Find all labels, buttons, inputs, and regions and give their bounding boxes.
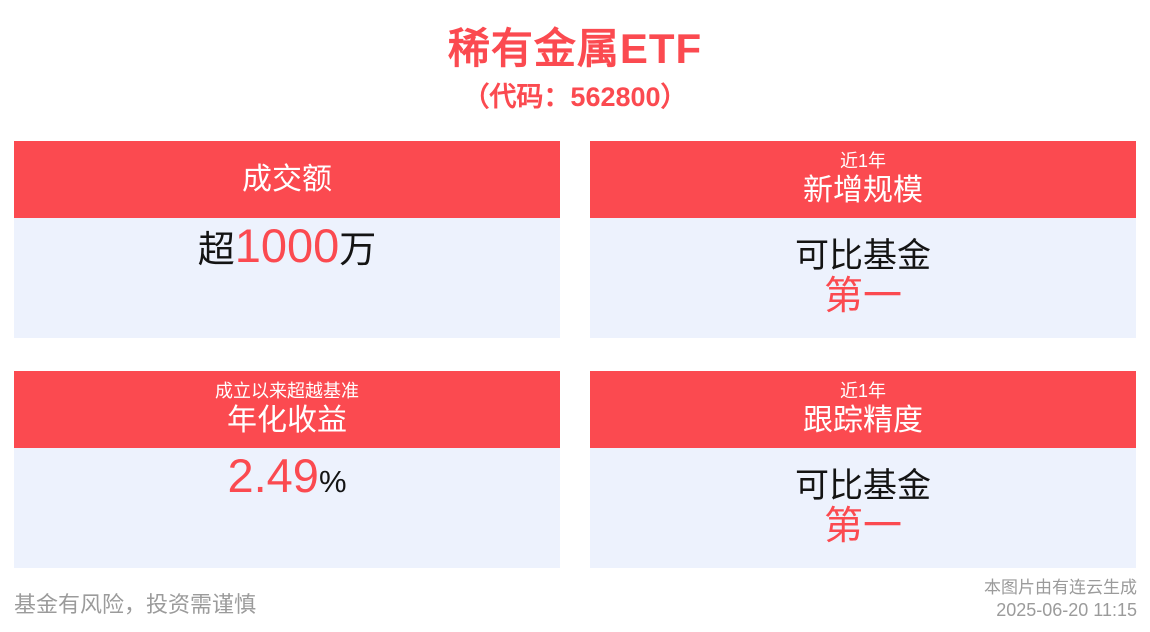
card-new-scale: 近1年 新增规模 可比基金 第一 bbox=[590, 141, 1136, 338]
card-turnover-title: 成交额 bbox=[242, 162, 332, 196]
page-title: 稀有金属ETF bbox=[447, 25, 703, 72]
new-scale-title: 新增规模 bbox=[803, 174, 923, 207]
generated-timestamp: 2025-06-20 11:15 bbox=[996, 599, 1137, 620]
card-turnover-header: 成交额 bbox=[14, 141, 560, 218]
card-annualized-return: 成立以来超越基准 年化收益 2.49 % bbox=[14, 371, 560, 568]
card-new-scale-body: 可比基金 第一 bbox=[590, 218, 1136, 338]
card-annualized-return-header: 成立以来超越基准 年化收益 bbox=[14, 371, 560, 448]
generator-credit: 本图片由有连云生成 2025-06-20 11:15 bbox=[984, 577, 1137, 622]
turnover-prefix: 超 bbox=[197, 229, 235, 270]
card-turnover-body: 超 1000 万 bbox=[14, 218, 560, 338]
new-scale-rank: 第一 bbox=[823, 275, 902, 319]
tracking-accuracy-label: 可比基金 bbox=[795, 467, 931, 505]
generator-credit-text: 本图片由有连云生成 bbox=[984, 577, 1137, 597]
card-new-scale-header: 近1年 新增规模 bbox=[590, 141, 1136, 218]
tracking-accuracy-period: 近1年 bbox=[839, 380, 886, 401]
stats-grid: 成交额 超 1000 万 近1年 新增规模 可比基金 第一 成立以来超越基准 年 bbox=[14, 141, 1136, 568]
card-annualized-return-body: 2.49 % bbox=[14, 448, 560, 568]
risk-disclaimer: 基金有风险，投资需谨慎 bbox=[14, 592, 257, 617]
tracking-accuracy-title: 跟踪精度 bbox=[803, 404, 923, 437]
fund-code-subtitle: （代码：562800） bbox=[462, 82, 688, 113]
new-scale-period: 近1年 bbox=[839, 150, 886, 171]
annualized-return-benchmark-note: 成立以来超越基准 bbox=[215, 380, 359, 401]
tracking-accuracy-rank: 第一 bbox=[823, 505, 902, 549]
annualized-return-value: 2.49 bbox=[227, 449, 319, 502]
annualized-return-title: 年化收益 bbox=[227, 404, 347, 437]
new-scale-label: 可比基金 bbox=[795, 237, 931, 275]
card-tracking-accuracy-body: 可比基金 第一 bbox=[590, 448, 1136, 568]
turnover-unit: 万 bbox=[339, 229, 377, 270]
card-tracking-accuracy-header: 近1年 跟踪精度 bbox=[590, 371, 1136, 448]
turnover-value: 1000 bbox=[234, 219, 340, 272]
card-tracking-accuracy: 近1年 跟踪精度 可比基金 第一 bbox=[590, 371, 1136, 568]
annualized-return-percent-sign: % bbox=[318, 464, 347, 499]
card-turnover: 成交额 超 1000 万 bbox=[14, 141, 560, 338]
